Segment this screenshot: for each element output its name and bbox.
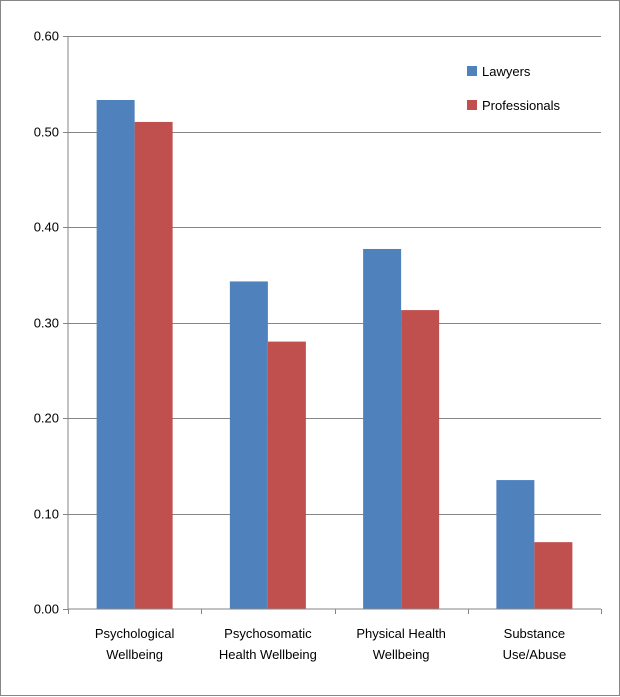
bar-professionals (134, 121, 173, 609)
category-label: Substance (504, 626, 565, 641)
legend: Lawyers Professionals (467, 64, 561, 113)
category-label: Use/Abuse (503, 647, 567, 662)
y-tick-label: 0.60 (34, 29, 59, 44)
bar-professionals (534, 542, 573, 609)
bar-professionals (267, 341, 306, 609)
category-label: Wellbeing (373, 647, 430, 662)
y-tick-label: 0.20 (34, 411, 59, 426)
bar-lawyers (229, 281, 268, 609)
bars (96, 99, 573, 610)
category-label: Wellbeing (106, 647, 163, 662)
category-label: Health Wellbeing (219, 647, 317, 662)
axes (63, 36, 602, 614)
y-tick-label: 0.40 (34, 220, 59, 235)
legend-swatch-lawyers (467, 66, 477, 76)
category-label: Psychosomatic (224, 626, 312, 641)
bar-lawyers (363, 248, 402, 609)
y-tick-labels: 0.00 0.10 0.20 0.30 0.40 0.50 0.60 (34, 29, 59, 617)
y-tick-label: 0.30 (34, 316, 59, 331)
category-labels: Psychological Wellbeing Psychosomatic Healt… (95, 626, 566, 662)
category-label: Psychological (95, 626, 175, 641)
bar-lawyers (96, 99, 135, 610)
legend-label-professionals: Professionals (482, 98, 561, 113)
legend-label-lawyers: Lawyers (482, 64, 531, 79)
y-tick-label: 0.50 (34, 125, 59, 140)
y-tick-label: 0.10 (34, 507, 59, 522)
category-label: Physical Health (356, 626, 446, 641)
bar-lawyers (496, 480, 535, 609)
y-tick-label: 0.00 (34, 602, 59, 617)
legend-swatch-professionals (467, 100, 477, 110)
bar-professionals (401, 310, 440, 609)
